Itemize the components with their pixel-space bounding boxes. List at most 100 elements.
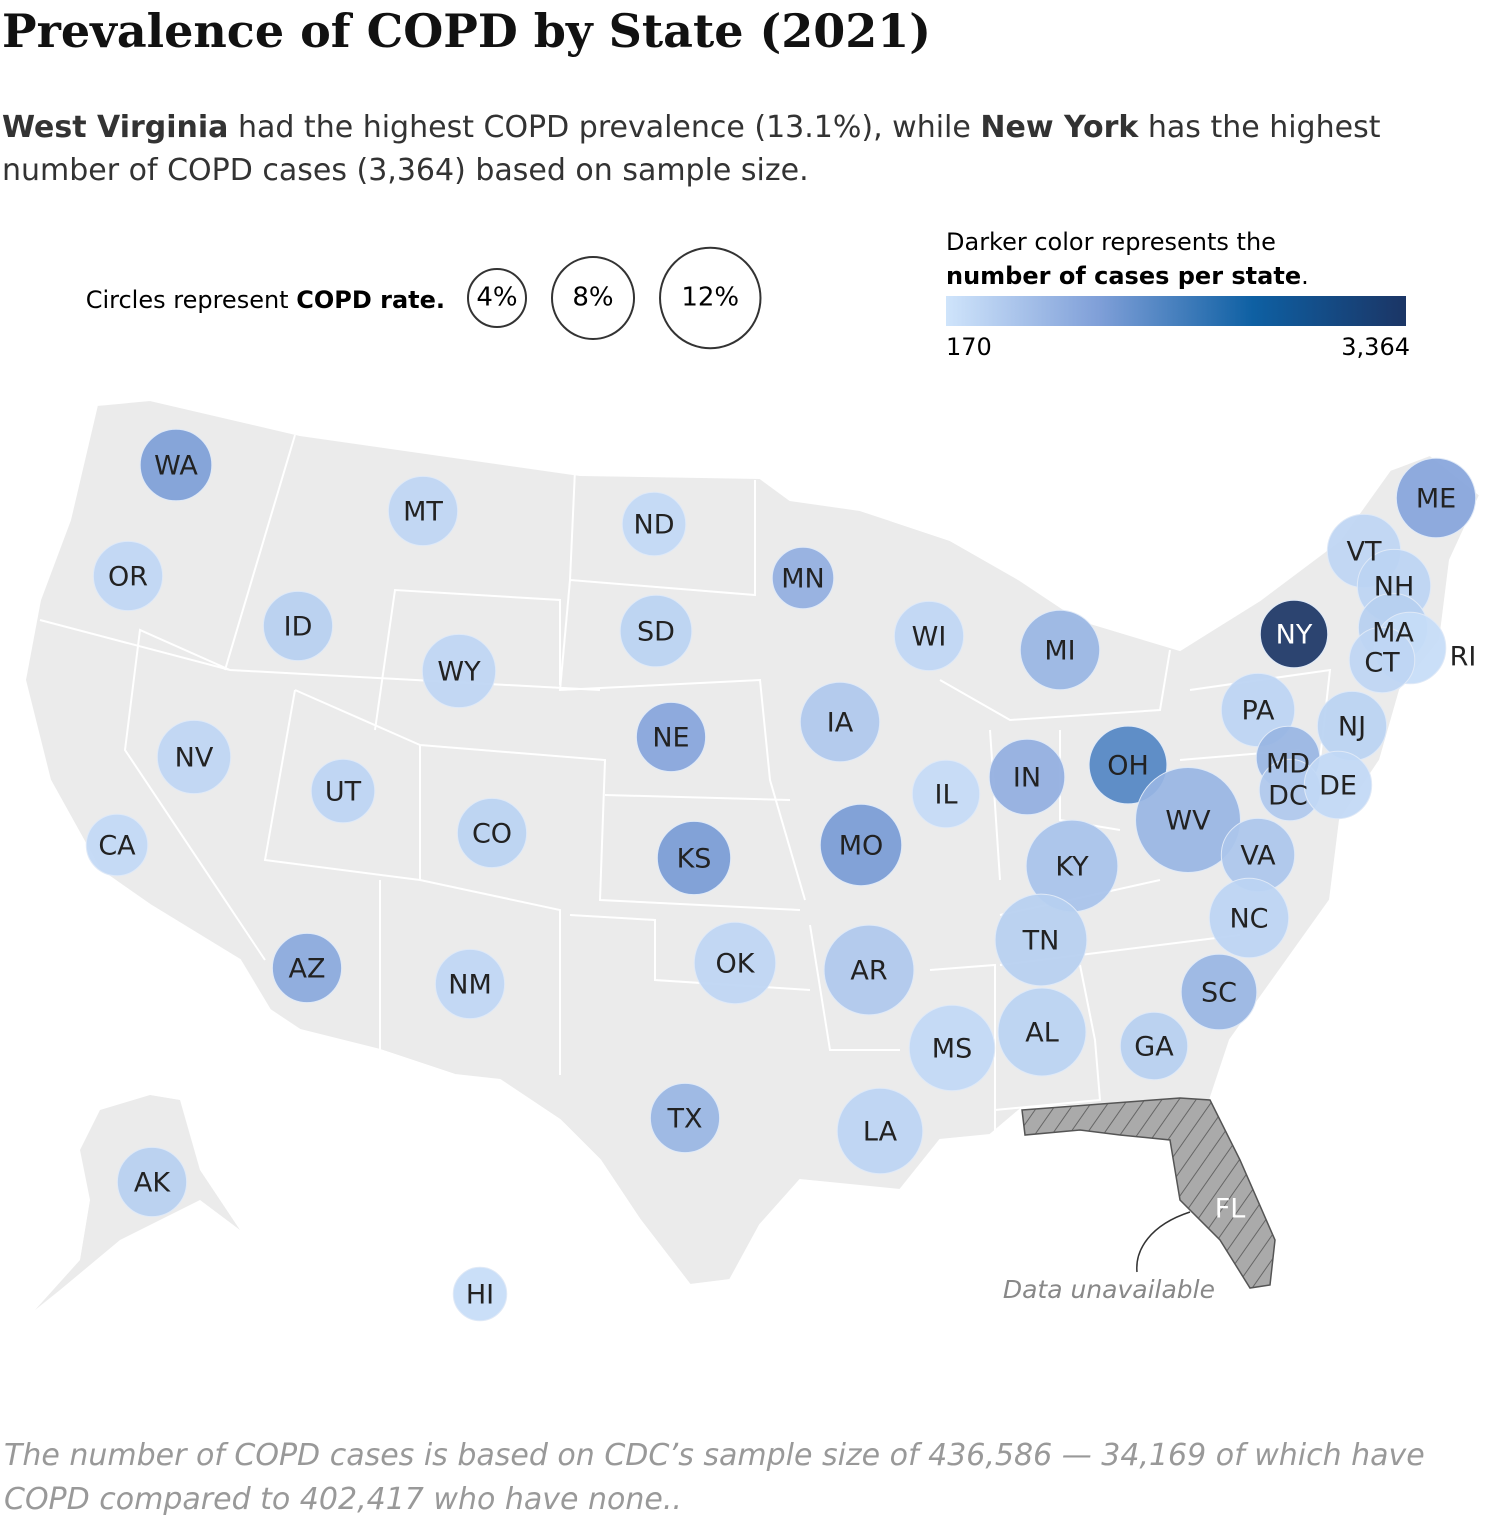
state-bubble	[92, 540, 164, 612]
footnote: The number of COPD cases is based on CDC…	[4, 1438, 1425, 1517]
size-legend-label: 12%	[681, 283, 739, 313]
state-bubble	[908, 1004, 996, 1092]
state-bubble	[1135, 767, 1241, 873]
state-bubble	[693, 921, 777, 1005]
state-bubble	[85, 813, 149, 877]
state-label: MT	[403, 497, 443, 528]
state-label: AR	[850, 956, 887, 987]
state-bubble	[988, 738, 1066, 816]
state-bubble	[1395, 457, 1477, 539]
state-bubble	[1088, 725, 1168, 805]
subtitle: West Virginia had the highest COPD preva…	[2, 106, 1482, 192]
size-legend-text: Circles represent	[86, 286, 297, 314]
state-label: VT	[1347, 537, 1382, 568]
state-label: OR	[108, 562, 148, 593]
map: FL Data unavailable Circles represent CO…	[23, 228, 1482, 1322]
state-label: AK	[134, 1168, 171, 1199]
borders	[39, 434, 1332, 1135]
state-label: TN	[1022, 926, 1060, 957]
state-label: NH	[1374, 572, 1415, 603]
state-label: CO	[472, 819, 512, 850]
state-label: MO	[839, 831, 884, 862]
state-bubble	[1119, 1011, 1189, 1081]
state-label: MD	[1266, 749, 1310, 780]
unavailable-label: FL	[1215, 1194, 1246, 1225]
state-bubble	[997, 987, 1087, 1077]
state-bubble	[836, 1087, 924, 1175]
state-label: ND	[634, 510, 675, 541]
color-legend-bold: number of cases per state	[946, 262, 1301, 290]
state-bubble	[635, 701, 707, 773]
state-bubble	[262, 590, 334, 662]
state-bubble	[1303, 750, 1373, 820]
state-label: VA	[1240, 841, 1276, 872]
state-label: NE	[652, 723, 689, 754]
state-bubble	[1259, 599, 1329, 669]
state-bubble	[1348, 626, 1416, 694]
state-bubble	[911, 759, 981, 829]
state-label: NJ	[1338, 712, 1366, 743]
state-bubble	[116, 1146, 188, 1218]
size-legend-circle	[467, 268, 527, 328]
state-bubble	[619, 594, 693, 668]
state-label: MI	[1044, 636, 1075, 667]
color-ramp	[946, 296, 1406, 326]
state-label: CT	[1364, 648, 1400, 679]
subtitle-bold: West Virginia	[2, 110, 229, 145]
state-label: HI	[466, 1280, 494, 1311]
state-label: NC	[1229, 904, 1268, 935]
state-bubble	[823, 924, 915, 1016]
state-bubble	[893, 600, 965, 672]
color-legend-text: Darker color represents the	[946, 228, 1276, 256]
state-label: KY	[1055, 852, 1089, 883]
state-label: RI	[1450, 642, 1477, 673]
state-label: UT	[325, 777, 362, 808]
state-label: OH	[1107, 751, 1149, 782]
state-bubble	[421, 633, 497, 709]
state-label: GA	[1134, 1032, 1174, 1063]
state-bubble	[656, 820, 732, 896]
state-bubble	[1208, 877, 1290, 959]
size-legend-circle	[659, 246, 762, 350]
state-label: ID	[284, 612, 313, 643]
state-bubble	[139, 428, 213, 502]
size-legend-text: Circles represent COPD rate.	[86, 286, 445, 314]
state-label: WI	[912, 622, 947, 653]
state-label: MS	[932, 1034, 972, 1065]
state-label: WV	[1165, 806, 1211, 837]
unavailable-note: Data unavailable	[1003, 1275, 1215, 1304]
size-legend-label: 4%	[476, 283, 517, 313]
size-legend-label: 8%	[572, 283, 613, 313]
state-bubble	[799, 681, 881, 763]
state-bubble	[994, 893, 1088, 987]
state-label: PA	[1241, 696, 1275, 727]
state-label: DE	[1319, 771, 1357, 802]
state-label: WA	[154, 451, 198, 482]
subtitle-bold: New York	[980, 110, 1139, 145]
state-label: TX	[667, 1104, 703, 1135]
state-bubble	[819, 803, 903, 887]
state-label: SD	[637, 617, 675, 648]
florida	[1021, 1097, 1276, 1289]
state-label: ME	[1416, 484, 1456, 515]
state-bubble	[387, 475, 459, 547]
state-label: AZ	[289, 954, 326, 985]
state-bubble	[434, 948, 506, 1020]
state-label: MN	[781, 564, 825, 595]
color-tick-label: 170	[946, 333, 992, 361]
subtitle-text: had the highest COPD prevalence (13.1%),…	[228, 110, 981, 145]
state-label: OK	[716, 949, 756, 980]
state-bubble	[452, 1266, 508, 1322]
state-bubble	[1180, 953, 1258, 1031]
state-label: SC	[1201, 978, 1237, 1009]
size-legend-circle	[551, 255, 636, 341]
title: Prevalence of COPD by State (2021)	[2, 4, 932, 58]
state-label: DC	[1268, 781, 1308, 812]
state-bubble	[1019, 609, 1101, 691]
state-bubble	[621, 491, 687, 557]
state-label: NM	[448, 970, 492, 1001]
state-label: WY	[437, 657, 481, 688]
state-bubble	[271, 932, 343, 1004]
state-bubble	[771, 546, 835, 610]
